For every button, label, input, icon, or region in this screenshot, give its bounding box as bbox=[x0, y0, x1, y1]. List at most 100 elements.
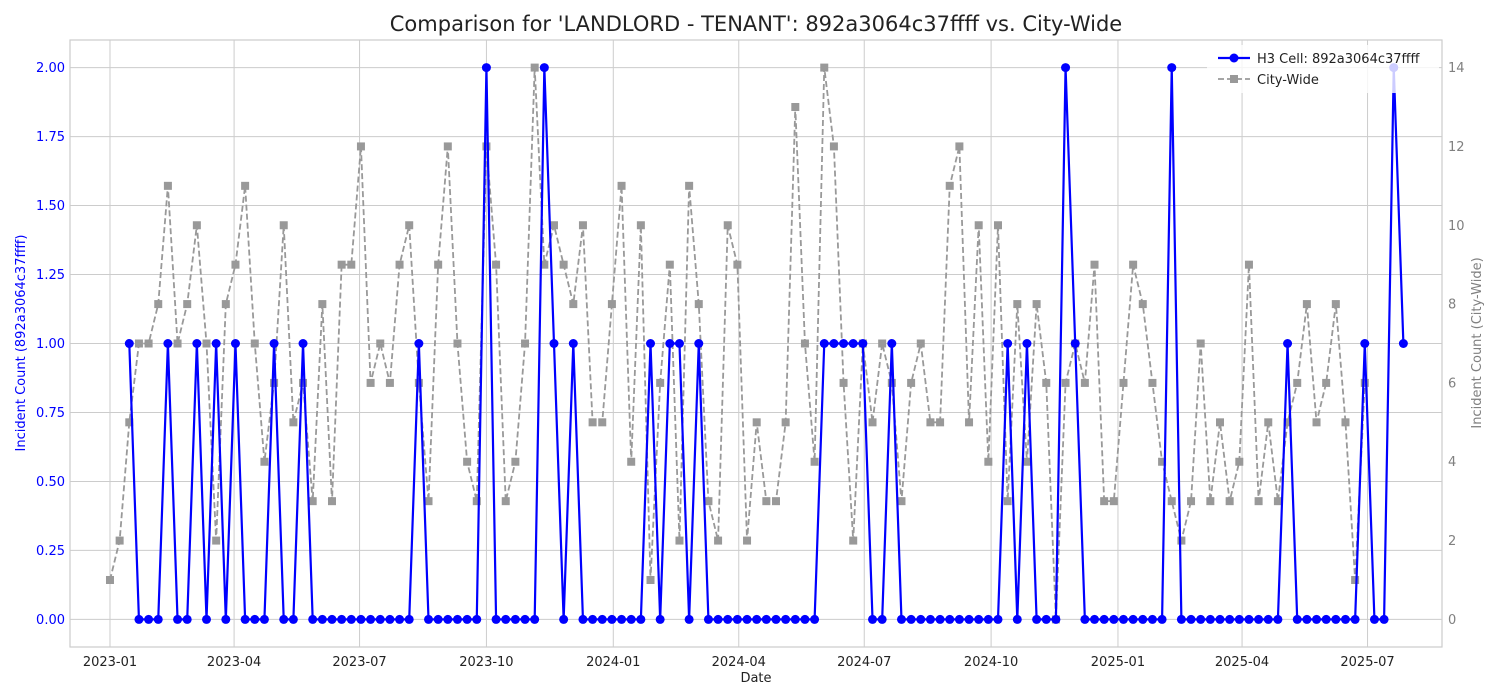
data-point-h3 bbox=[597, 614, 607, 624]
data-point-citywide bbox=[820, 63, 829, 72]
data-point-citywide bbox=[559, 260, 568, 269]
data-point-h3 bbox=[491, 614, 501, 624]
data-point-citywide bbox=[492, 260, 501, 269]
data-point-citywide bbox=[1032, 300, 1041, 309]
x-tick-label: 2024-07 bbox=[837, 655, 891, 670]
data-point-citywide bbox=[1360, 378, 1369, 387]
y-tick-label-right: 6 bbox=[1448, 376, 1456, 391]
data-point-citywide bbox=[1109, 497, 1118, 506]
data-point-h3 bbox=[433, 614, 443, 624]
data-point-citywide bbox=[1244, 260, 1253, 269]
data-point-citywide bbox=[829, 142, 838, 151]
data-point-citywide bbox=[1129, 260, 1138, 269]
data-point-citywide bbox=[743, 536, 752, 545]
data-point-citywide bbox=[569, 300, 578, 309]
data-point-h3 bbox=[250, 614, 260, 624]
data-point-h3 bbox=[646, 339, 656, 348]
data-point-h3 bbox=[983, 614, 993, 624]
data-point-citywide bbox=[530, 63, 539, 72]
data-point-h3 bbox=[588, 614, 598, 624]
data-point-h3 bbox=[684, 614, 694, 624]
data-point-h3 bbox=[1196, 614, 1206, 624]
data-point-h3 bbox=[1244, 614, 1254, 624]
data-point-h3 bbox=[163, 339, 173, 348]
data-point-citywide bbox=[1215, 418, 1224, 427]
data-point-h3 bbox=[1138, 614, 1148, 624]
data-point-citywide bbox=[521, 339, 530, 348]
data-point-citywide bbox=[878, 339, 887, 348]
data-point-h3 bbox=[732, 614, 742, 624]
data-point-citywide bbox=[1148, 378, 1157, 387]
data-point-h3 bbox=[337, 614, 347, 624]
data-point-h3 bbox=[1032, 614, 1042, 624]
data-point-citywide bbox=[704, 497, 713, 506]
x-tick-label: 2025-04 bbox=[1215, 655, 1269, 670]
data-point-citywide bbox=[260, 457, 269, 466]
data-point-h3 bbox=[510, 614, 520, 624]
data-point-citywide bbox=[1283, 418, 1292, 427]
data-point-h3 bbox=[674, 339, 684, 348]
data-point-citywide bbox=[1003, 497, 1012, 506]
data-point-citywide bbox=[511, 457, 520, 466]
data-point-h3 bbox=[375, 614, 385, 624]
data-point-h3 bbox=[443, 614, 453, 624]
y-tick-label-right: 10 bbox=[1448, 219, 1465, 234]
data-point-h3 bbox=[896, 614, 906, 624]
data-point-h3 bbox=[742, 614, 752, 624]
data-point-citywide bbox=[1158, 457, 1167, 466]
data-point-h3 bbox=[1051, 614, 1061, 624]
data-point-citywide bbox=[1080, 378, 1089, 387]
data-point-h3 bbox=[1273, 614, 1283, 624]
data-point-h3 bbox=[404, 614, 414, 624]
data-point-h3 bbox=[1041, 614, 1051, 624]
data-point-h3 bbox=[1167, 63, 1177, 73]
data-point-citywide bbox=[936, 418, 945, 427]
data-point-h3 bbox=[713, 614, 723, 624]
data-point-h3 bbox=[230, 339, 240, 348]
data-point-citywide bbox=[250, 339, 259, 348]
data-point-h3 bbox=[1379, 614, 1389, 624]
data-point-h3 bbox=[800, 614, 810, 624]
data-point-citywide bbox=[414, 378, 423, 387]
data-point-citywide bbox=[327, 497, 336, 506]
y-tick-label-right: 4 bbox=[1448, 455, 1456, 470]
legend-label-citywide: City-Wide bbox=[1257, 73, 1319, 88]
data-point-h3 bbox=[1254, 614, 1264, 624]
y-tick-label-left: 1.75 bbox=[36, 130, 65, 145]
data-point-h3 bbox=[1147, 614, 1157, 624]
y-tick-label-left: 1.25 bbox=[36, 268, 65, 283]
x-tick-label: 2023-07 bbox=[332, 655, 386, 670]
data-point-h3 bbox=[221, 614, 231, 624]
data-point-h3 bbox=[906, 614, 916, 624]
data-point-citywide bbox=[1061, 378, 1070, 387]
data-point-h3 bbox=[385, 614, 395, 624]
data-point-citywide bbox=[279, 221, 288, 230]
data-point-citywide bbox=[1264, 418, 1273, 427]
data-point-citywide bbox=[1196, 339, 1205, 348]
y-tick-label-left: 0.00 bbox=[36, 613, 65, 628]
series-citywide bbox=[105, 63, 1369, 624]
data-point-citywide bbox=[955, 142, 964, 151]
data-point-citywide bbox=[607, 300, 616, 309]
data-point-h3 bbox=[327, 614, 337, 624]
data-point-citywide bbox=[192, 221, 201, 230]
y-tick-label-left: 2.00 bbox=[36, 61, 65, 76]
y-tick-label-left: 1.50 bbox=[36, 199, 65, 214]
y-axis-label-right: Incident Count (City-Wide) bbox=[1470, 257, 1485, 428]
data-point-h3 bbox=[868, 614, 878, 624]
data-point-h3 bbox=[655, 614, 665, 624]
data-point-citywide bbox=[125, 418, 134, 427]
data-point-citywide bbox=[636, 221, 645, 230]
data-point-citywide bbox=[154, 300, 163, 309]
data-point-citywide bbox=[221, 300, 230, 309]
data-point-h3 bbox=[935, 614, 945, 624]
data-point-citywide bbox=[791, 103, 800, 112]
data-point-citywide bbox=[385, 378, 394, 387]
data-point-h3 bbox=[317, 614, 327, 624]
data-point-h3 bbox=[1012, 614, 1022, 624]
data-point-citywide bbox=[1138, 300, 1147, 309]
data-point-h3 bbox=[520, 614, 530, 624]
data-point-citywide bbox=[800, 339, 809, 348]
data-point-citywide bbox=[1119, 378, 1128, 387]
plot-frame bbox=[69, 39, 1443, 648]
